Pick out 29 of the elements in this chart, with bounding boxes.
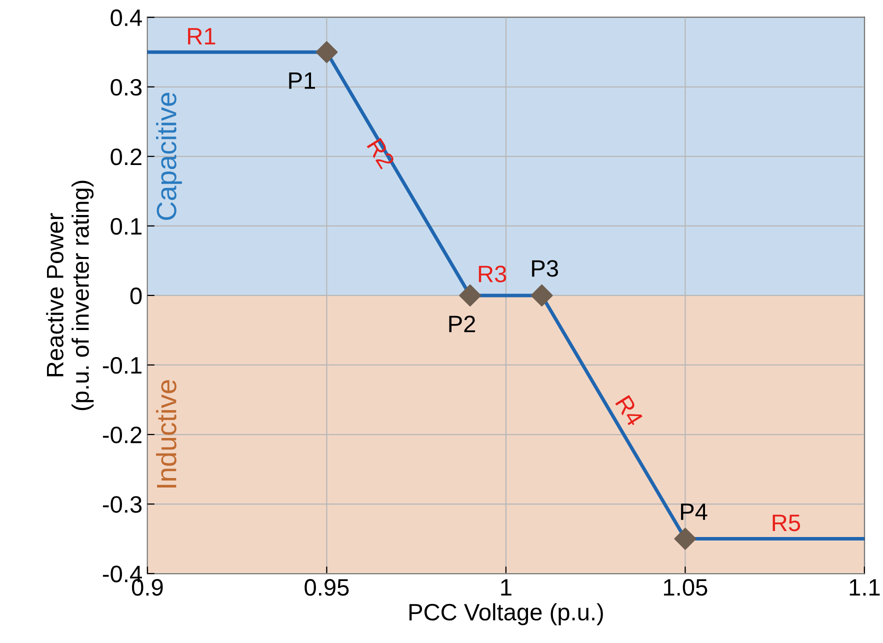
x-tick-label: 1.05 xyxy=(664,579,708,596)
annotation: P1 xyxy=(289,72,315,89)
point xyxy=(316,41,338,64)
annotation: R1 xyxy=(188,28,216,44)
annotation: P2 xyxy=(449,316,476,332)
annotation: R3 xyxy=(478,266,506,282)
y-tick-label: 0.2 xyxy=(110,148,142,166)
annotation: R5 xyxy=(772,514,800,532)
annotation: R2 xyxy=(366,138,396,170)
point xyxy=(530,284,553,306)
point xyxy=(459,284,482,306)
x-tick-label: 0.95 xyxy=(304,579,349,596)
y-tick-label: 0.3 xyxy=(110,78,142,96)
annotation: R4 xyxy=(615,395,644,428)
y-tick-label: 0 xyxy=(130,288,142,304)
y-tick-label: -0.1 xyxy=(102,357,142,374)
annotation: P4 xyxy=(681,504,708,520)
y-tick-label: 0.4 xyxy=(110,9,142,26)
point xyxy=(674,528,696,550)
y-tick-label: 0.1 xyxy=(110,218,142,235)
annotation: P3 xyxy=(532,260,558,277)
x-tick-label: 1.1 xyxy=(850,579,880,596)
y-tick-label: -0.2 xyxy=(102,426,142,444)
band-label: Capacitive xyxy=(156,92,182,220)
y-axis-title: Reactive Power (p.u. of inverter rating) xyxy=(46,180,94,410)
x-axis-title: PCC Voltage (p.u.) xyxy=(409,603,603,626)
y-tick-label: -0.3 xyxy=(102,496,142,513)
x-tick-label: 1 xyxy=(501,579,512,596)
band-label: Inductive xyxy=(156,380,176,488)
